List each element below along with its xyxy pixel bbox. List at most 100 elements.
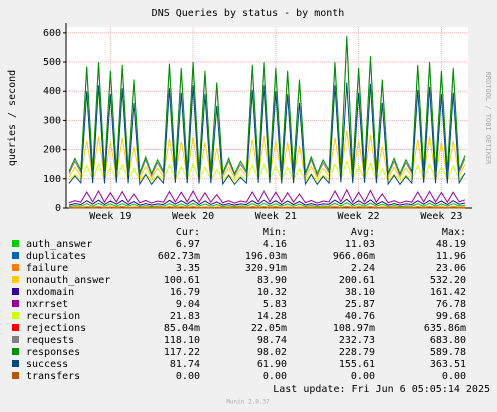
legend-stat: 363.51: [430, 359, 466, 370]
legend-stat: 108.97m: [333, 323, 375, 334]
legend-swatch: [12, 348, 19, 355]
legend-swatch: [12, 264, 19, 271]
legend-entry: duplicates: [26, 251, 86, 262]
legend: Cur: Min: Avg: Max: auth_answer 6.97 4.16 11.03…: [12, 227, 466, 382]
legend-stat: 85.04m: [164, 323, 200, 334]
x-tick-label: Week 20: [172, 211, 214, 222]
legend-stat: 532.20: [430, 275, 466, 286]
legend-stat: 98.02: [257, 347, 287, 358]
legend-stat: 602.73m: [158, 251, 200, 262]
legend-swatch: [12, 324, 19, 331]
y-tick-label: 300: [43, 115, 61, 126]
legend-stat: 635.86m: [424, 323, 466, 334]
legend-entry: failure: [26, 263, 68, 274]
legend-stat: 0.00: [351, 371, 375, 382]
series-line: [68, 130, 466, 180]
legend-entry: nxrrset: [26, 299, 68, 310]
legend-swatch: [12, 252, 19, 259]
x-tick-label: Week 22: [338, 211, 380, 222]
footer: Munin 2.0.37: [226, 399, 270, 406]
legend-entry: responses: [26, 347, 80, 358]
x-tick-label: Week 23: [420, 211, 462, 222]
legend-entry: transfers: [26, 371, 80, 382]
watermark: RRDTOOL / TOBI OETIKER: [484, 72, 492, 166]
legend-swatch: [12, 276, 19, 283]
legend-stat: 14.28: [257, 311, 287, 322]
legend-stat: 5.83: [263, 299, 287, 310]
legend-stat: 155.61: [339, 359, 375, 370]
legend-stat: 0.00: [176, 371, 200, 382]
legend-stat: 11.96: [436, 251, 466, 262]
legend-swatch: [12, 372, 19, 379]
legend-stat: 200.61: [339, 275, 375, 286]
legend-stat: 40.76: [345, 311, 375, 322]
series-line: [68, 188, 466, 204]
last-update: Last update: Fri Jun 6 05:05:14 2025: [273, 384, 490, 395]
x-tick-label: Week 21: [255, 211, 297, 222]
legend-stat: 0.00: [442, 371, 466, 382]
legend-entry: requests: [26, 335, 74, 346]
legend-swatch: [12, 336, 19, 343]
legend-entry: recursion: [26, 311, 80, 322]
series-line: [68, 202, 466, 208]
legend-stat: 3.35: [176, 263, 200, 274]
x-tick-label: Week 19: [89, 211, 131, 222]
legend-swatch: [12, 240, 19, 247]
legend-entry: success: [26, 359, 68, 370]
legend-stat: 228.79: [339, 347, 375, 358]
legend-stat: 83.90: [257, 275, 287, 286]
legend-header: Avg:: [351, 227, 375, 238]
legend-stat: 99.68: [436, 311, 466, 322]
legend-swatch: [12, 312, 19, 319]
legend-swatch: [12, 300, 19, 307]
y-tick-label: 400: [43, 86, 61, 97]
legend-stat: 966.06m: [333, 251, 375, 262]
lines: [68, 36, 466, 209]
legend-stat: 4.16: [263, 239, 287, 250]
legend-entry: nxdomain: [26, 287, 74, 298]
legend-stat: 589.78: [430, 347, 466, 358]
legend-swatch: [12, 288, 19, 295]
y-tick-label: 600: [43, 28, 61, 39]
legend-swatch: [12, 360, 19, 367]
legend-stat: 21.83: [170, 311, 200, 322]
series-line: [68, 82, 466, 186]
legend-stat: 161.42: [430, 287, 466, 298]
legend-header: Min:: [263, 227, 287, 238]
legend-stat: 81.74: [170, 359, 200, 370]
legend-stat: 98.74: [257, 335, 287, 346]
legend-stat: 48.19: [436, 239, 466, 250]
series-line: [68, 205, 466, 208]
legend-stat: 76.78: [436, 299, 466, 310]
legend-stat: 683.80: [430, 335, 466, 346]
series-line: [68, 198, 466, 206]
legend-stat: 11.03: [345, 239, 375, 250]
legend-entry: auth_answer: [26, 239, 92, 250]
series-line: [68, 36, 466, 175]
legend-entry: nonauth_answer: [26, 275, 110, 286]
y-tick-label: 200: [43, 145, 61, 156]
legend-header: Max:: [442, 227, 466, 238]
y-tick-label: 100: [43, 174, 61, 185]
legend-stat: 196.03m: [245, 251, 287, 262]
legend-stat: 117.22: [164, 347, 200, 358]
y-axis-label: queries / second: [7, 70, 18, 166]
legend-stat: 61.90: [257, 359, 287, 370]
legend-stat: 320.91m: [245, 263, 287, 274]
legend-stat: 0.00: [263, 371, 287, 382]
legend-stat: 2.24: [351, 263, 375, 274]
series-line: [68, 159, 466, 182]
legend-stat: 25.87: [345, 299, 375, 310]
legend-stat: 38.10: [345, 287, 375, 298]
legend-stat: 9.04: [176, 299, 200, 310]
legend-stat: 100.61: [164, 275, 200, 286]
y-tick-label: 0: [55, 203, 61, 214]
chart-title: DNS Queries by status - by month: [152, 8, 345, 19]
legend-stat: 16.79: [170, 287, 200, 298]
legend-stat: 118.10: [164, 335, 200, 346]
legend-stat: 23.06: [436, 263, 466, 274]
legend-stat: 6.97: [176, 239, 200, 250]
legend-stat: 232.73: [339, 335, 375, 346]
legend-stat: 10.32: [257, 287, 287, 298]
